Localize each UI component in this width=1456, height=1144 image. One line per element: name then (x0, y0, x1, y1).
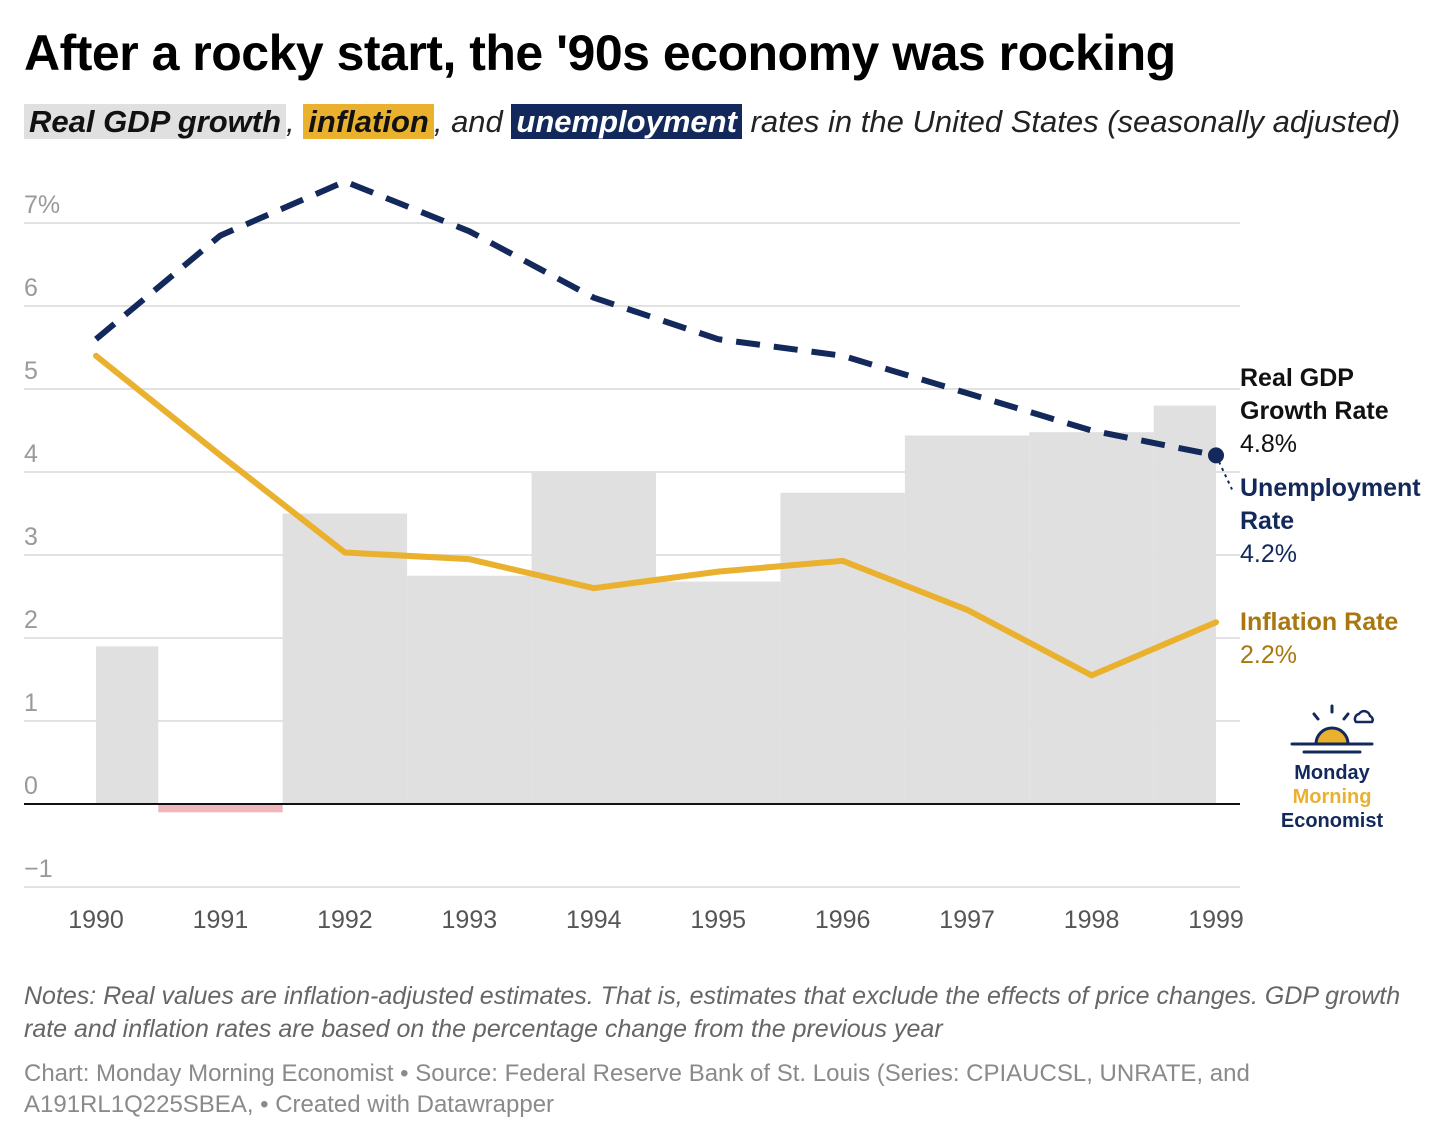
unemployment-end-label: Unemployment Rate 4.2% (1240, 472, 1421, 571)
gdp-bar (96, 646, 159, 804)
logo-text-economist: Economist (1280, 810, 1384, 832)
chart-subtitle: Real GDP growth, inflation, and unemploy… (24, 104, 1400, 140)
x-axis-ticks: 1990 1991 1992 1993 1994 1995 1996 1997 1998 1999 (68, 906, 1244, 934)
unemployment-line (94, 178, 1217, 459)
gdp-label-value: 4.8% (1240, 430, 1297, 458)
chart-notes: Notes: Real values are inflation-adjuste… (24, 982, 1401, 1043)
inflation-end-label: Inflation Rate 2.2% (1240, 606, 1398, 672)
gdp-key: Real GDP growth (24, 104, 287, 139)
y-tick-label: 4 (24, 440, 38, 468)
logo-text-morning: Morning (1292, 786, 1372, 808)
inflation-line (93, 352, 1219, 679)
gdp-bar (158, 804, 283, 813)
gdp-bar (1153, 405, 1216, 804)
y-tick-label: 1 (24, 689, 38, 717)
y-tick-label: 3 (24, 523, 38, 551)
gdp-bar (531, 472, 656, 804)
gdp-bar (656, 581, 781, 804)
x-tick-label: 1992 (317, 906, 373, 934)
x-tick-label: 1995 (690, 906, 746, 934)
gdp-bars (24, 405, 1240, 813)
y-tick-label: 5 (24, 357, 38, 385)
x-tick-label: 1993 (442, 906, 498, 934)
subtitle-separator: , (286, 104, 295, 139)
x-tick-label: 1996 (815, 906, 871, 934)
subtitle-rest: rates in the United States (seasonally a… (750, 104, 1401, 139)
x-tick-label: 1997 (939, 906, 995, 934)
sunrise-icon (1290, 704, 1374, 754)
x-tick-label: 1991 (193, 906, 249, 934)
x-tick-label: 1998 (1064, 906, 1120, 934)
chart-title: After a rocky start, the '90s economy wa… (24, 25, 1176, 81)
brand-logo: Monday Morning Economist (1274, 700, 1390, 833)
x-tick-label: 1990 (68, 906, 124, 934)
inflation-label-value: 2.2% (1240, 641, 1297, 669)
unemployment-label-value: 4.2% (1240, 540, 1297, 568)
gdp-bar (282, 513, 408, 804)
x-tick-label: 1994 (566, 906, 622, 934)
inflation-label-name: Inflation Rate (1240, 608, 1399, 636)
series-lines (93, 178, 1233, 679)
unemployment-label-name: Unemployment (1240, 474, 1421, 502)
gdp-bar (780, 492, 905, 804)
gdp-end-label: Real GDP Growth Rate 4.8% (1240, 362, 1389, 461)
chart-source: Chart: Monday Morning Economist • Source… (24, 1060, 1250, 1118)
subtitle-separator: , and (433, 104, 503, 139)
y-tick-label: 7% (24, 191, 60, 219)
gdp-bar (407, 575, 532, 804)
y-axis-ticks: −1 0 1 2 3 4 5 6 7% (24, 191, 60, 883)
unemployment-label-name: Rate (1240, 507, 1295, 535)
y-tick-label: 2 (24, 606, 38, 634)
logo-text-monday: Monday (1294, 762, 1370, 784)
gdp-label-name: Growth Rate (1240, 397, 1389, 425)
y-tick-label: −1 (24, 855, 53, 883)
gdp-label-name: Real GDP (1240, 364, 1354, 392)
unemployment-key: unemployment (511, 104, 742, 139)
chart-plot: −1 0 1 2 3 4 5 6 7% 1990 1991 1992 1993 1994 1995 1996… (24, 178, 1244, 934)
gdp-bar (904, 435, 1030, 804)
gdp-bar (1029, 432, 1154, 804)
inflation-key: inflation (303, 104, 434, 139)
x-tick-label: 1999 (1188, 906, 1244, 934)
y-tick-label: 6 (24, 274, 38, 302)
y-tick-label: 0 (24, 772, 38, 800)
